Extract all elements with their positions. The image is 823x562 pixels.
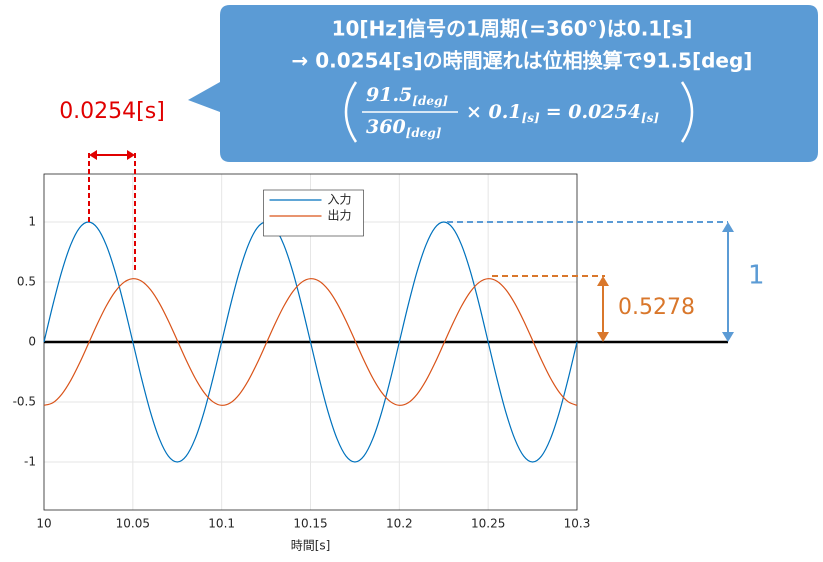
y-tick-label: 0.5: [17, 275, 36, 289]
amplitude-label: 1: [748, 261, 765, 291]
data-line: [43, 278, 578, 406]
formula-part: × 0.1: [466, 101, 522, 123]
x-axis-label: 時間[s]: [291, 539, 331, 553]
legend-box: [263, 189, 364, 237]
formula-part: [s]: [641, 111, 659, 125]
x-tick-label: 10: [36, 517, 51, 531]
x-tick-label: 10.05: [116, 517, 150, 531]
formula-part: [s]: [522, 111, 540, 125]
callout-box: [188, 5, 818, 162]
y-tick-label: -1: [24, 455, 36, 469]
y-tick-label: 1: [28, 215, 36, 229]
callout-line: → 0.0254[s]の時間遅れは位相換算で91.5[deg]: [292, 49, 753, 73]
formula-part: 360: [366, 116, 406, 138]
y-tick-label: -0.5: [13, 395, 36, 409]
formula-part: [deg]: [406, 126, 442, 140]
plot-area: 10 10.05 10.1 10.15 10.2 10.25 10.3 -1 -0.5 0 0.5 1…: [13, 173, 728, 553]
y-tick-label: 0: [28, 335, 36, 349]
legend-label: 出力: [328, 209, 352, 223]
x-tick-label: 10.25: [471, 517, 505, 531]
formula-part: 91.5: [366, 84, 412, 106]
legend-label: 入力: [328, 193, 352, 207]
formula-part: = 0.0254: [546, 101, 641, 123]
x-tick-label: 10.1: [208, 517, 235, 531]
delay-label: 0.0254[s]: [59, 99, 165, 124]
amplitude-label: 0.5278: [618, 295, 695, 320]
x-tick-label: 10.3: [564, 517, 591, 531]
paren: [680, 81, 694, 143]
callout-line: 10[Hz]信号の1周期(=360°)は0.1[s]: [332, 17, 693, 41]
paren: [344, 81, 358, 143]
formula: × 0.1[s] = 0.0254[s]: [466, 101, 659, 125]
data-line: [43, 221, 578, 463]
formula: 360[deg]: [366, 116, 442, 140]
annotations: 0.0254[s] 1 0.5278: [59, 99, 765, 342]
formula-part: [deg]: [412, 94, 448, 108]
x-tick-label: 10.15: [293, 517, 327, 531]
x-tick-label: 10.2: [386, 517, 413, 531]
formula: 91.5[deg]: [366, 84, 448, 108]
